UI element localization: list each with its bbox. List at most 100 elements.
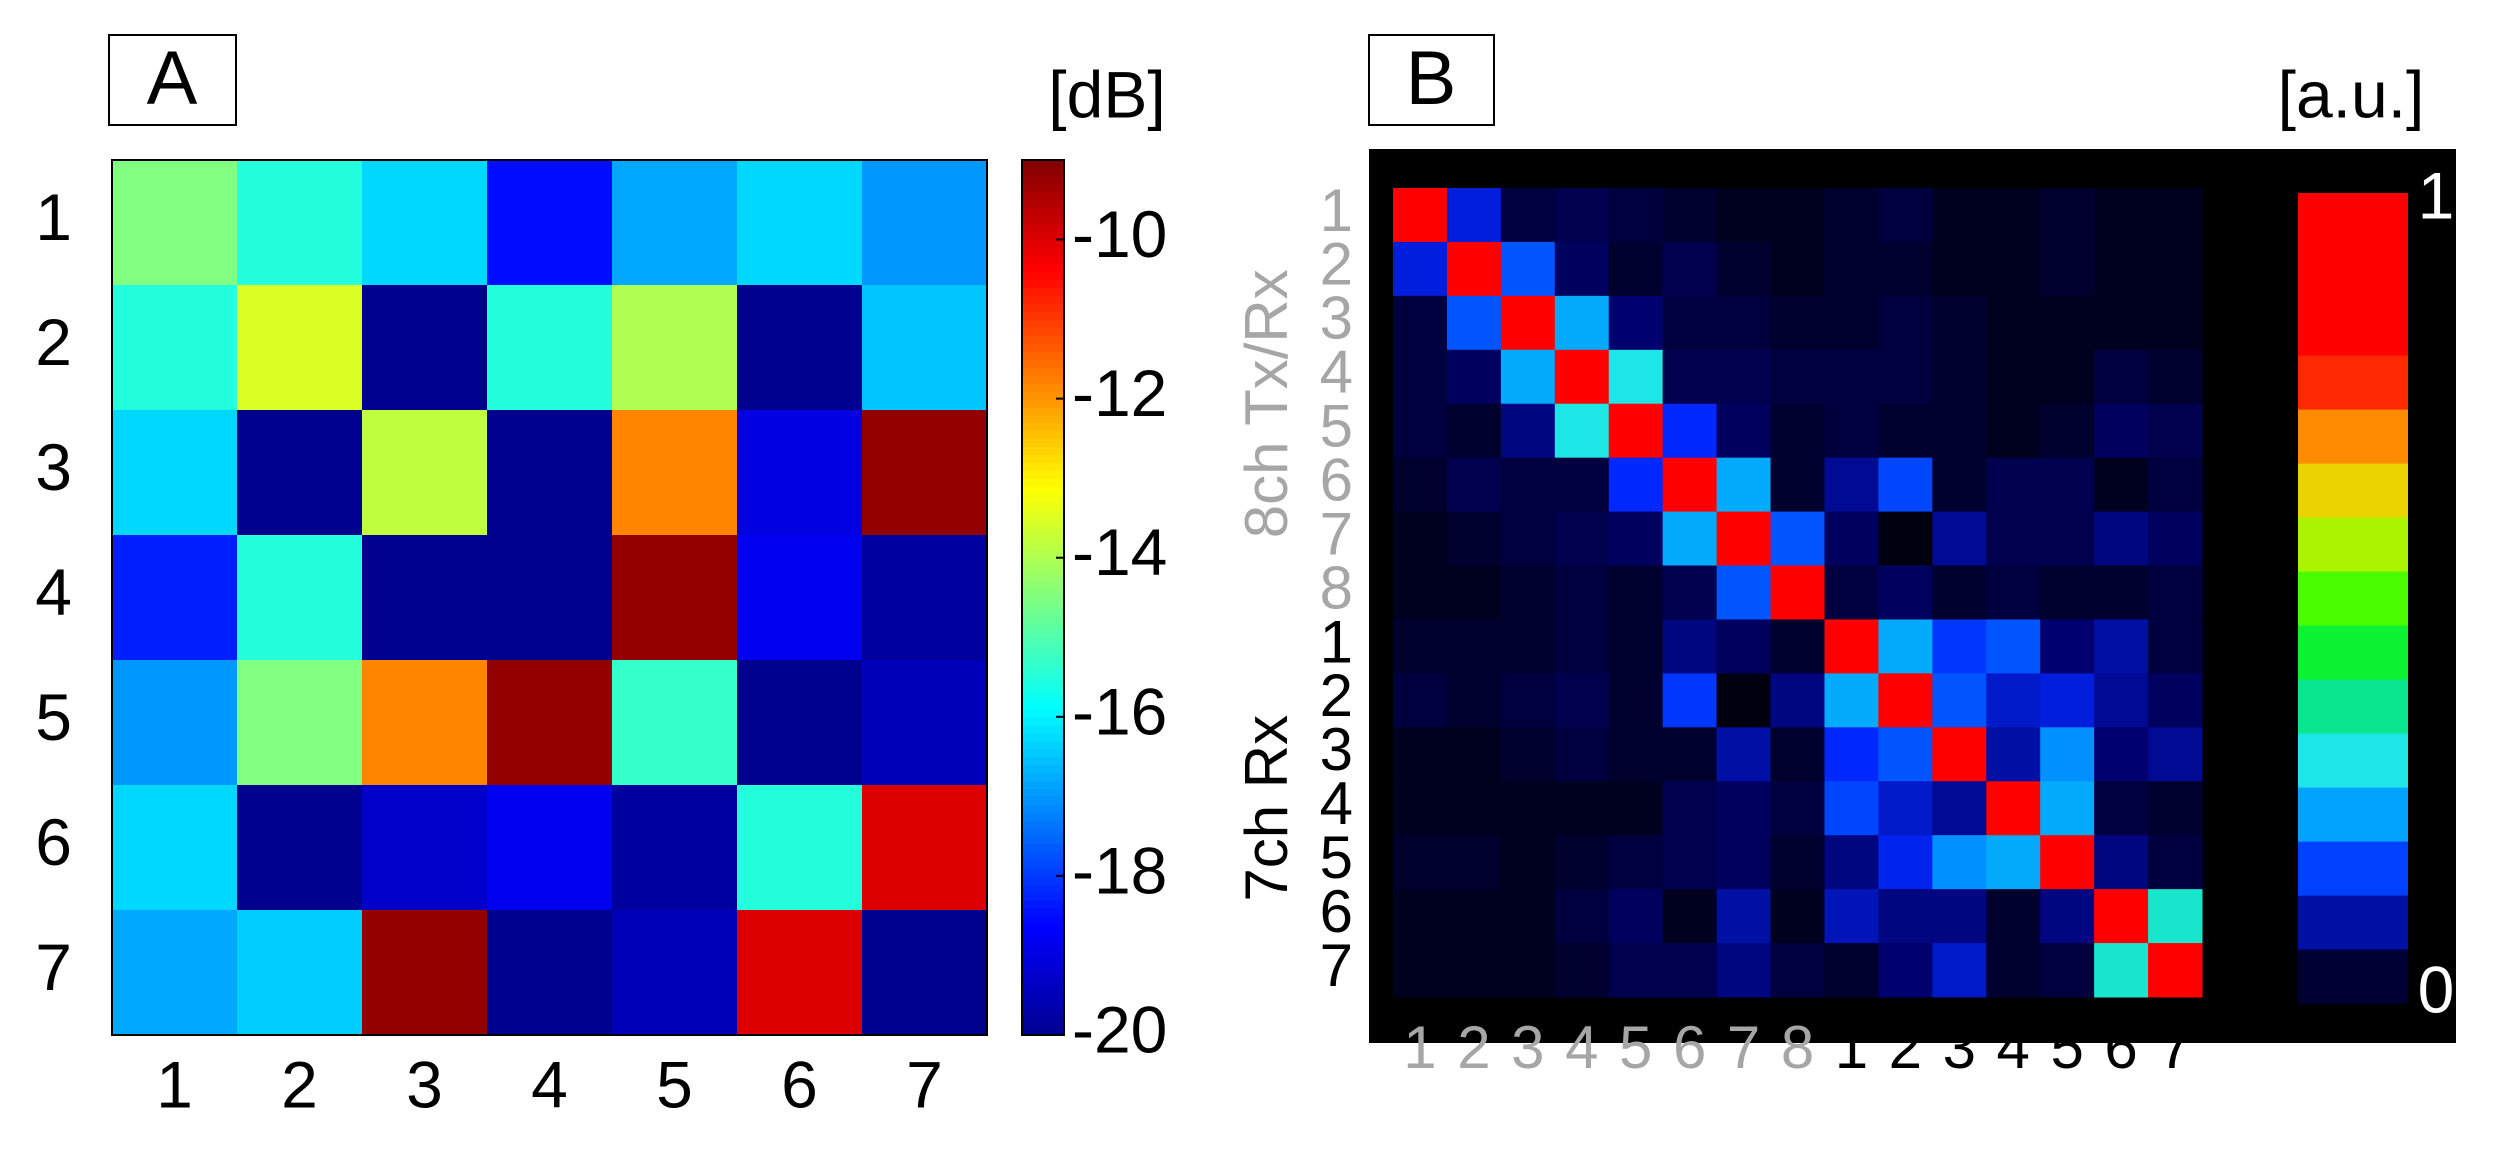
- cell: [1932, 241, 1987, 297]
- colorbar-step: [1022, 319, 1064, 328]
- cell: [1770, 619, 1825, 674]
- colorbar-step: [1022, 470, 1064, 479]
- cell: [612, 285, 738, 411]
- axis-label: 8ch Tx/Rx: [1233, 269, 1300, 538]
- cell: [1878, 727, 1933, 782]
- panel-label: B: [1406, 36, 1457, 121]
- cell: [2040, 188, 2095, 243]
- cell: [1932, 403, 1987, 459]
- x-tick-label: 3: [406, 1047, 443, 1121]
- x-tick-label: 2: [1457, 1014, 1490, 1081]
- cell: [1393, 673, 1448, 728]
- cell: [1662, 835, 1718, 890]
- cell: [2040, 889, 2095, 944]
- cell: [1393, 781, 1448, 836]
- cell: [737, 410, 863, 536]
- cell: [487, 785, 613, 911]
- cell: [862, 660, 988, 786]
- colorbar-step: [1022, 645, 1064, 654]
- cell: [1393, 188, 1448, 243]
- cell: [1932, 835, 1987, 890]
- colorbar-step: [2298, 787, 2408, 842]
- cell: [1824, 889, 1879, 944]
- cell: [1878, 673, 1933, 728]
- cell: [112, 535, 238, 661]
- colorbar-step: [1022, 311, 1064, 320]
- colorbar-tick-label: 1: [2418, 158, 2455, 232]
- cell: [1986, 349, 2041, 405]
- colorbar-step: [1022, 955, 1064, 965]
- cell: [1932, 889, 1987, 944]
- cell: [1878, 565, 1933, 620]
- cell: [1770, 565, 1825, 620]
- cell: [1554, 619, 1610, 674]
- colorbar-step: [1022, 589, 1064, 599]
- colorbar-step: [1022, 740, 1064, 750]
- x-tick-label: 1: [156, 1047, 193, 1121]
- y-tick-label: 6: [35, 805, 72, 879]
- colorbar-step: [1022, 342, 1064, 352]
- colorbar-step: [1022, 812, 1064, 821]
- colorbar-tick-label: 0: [2418, 952, 2455, 1026]
- cell: [362, 410, 488, 536]
- colorbar-step: [1022, 414, 1064, 424]
- colorbar-step: [1022, 716, 1064, 726]
- colorbar-step: [1022, 947, 1064, 957]
- x-tick-label: 1: [1403, 1014, 1436, 1081]
- cell: [1608, 943, 1664, 998]
- cell: [237, 285, 363, 411]
- x-tick-label: 5: [2050, 1014, 2083, 1081]
- cell: [1824, 457, 1879, 513]
- cell: [1393, 403, 1448, 459]
- cell: [1824, 727, 1879, 782]
- cell: [362, 535, 488, 661]
- cell: [1986, 835, 2041, 890]
- colorbar-step: [1022, 255, 1064, 265]
- colorbar-step: [1022, 533, 1064, 543]
- cell: [2040, 781, 2095, 836]
- cell: [737, 285, 863, 411]
- colorbar-step: [1022, 963, 1064, 972]
- colorbar-step: [1022, 915, 1064, 925]
- cell: [2148, 889, 2203, 944]
- cell: [2148, 943, 2203, 998]
- cell: [487, 410, 613, 536]
- cell: [1446, 943, 1502, 998]
- colorbar-label: [a.u.]: [2278, 57, 2425, 131]
- cell: [487, 910, 613, 1036]
- colorbar-step: [1022, 995, 1064, 1004]
- cell: [1446, 565, 1502, 620]
- cell: [1500, 188, 1556, 243]
- cell: [1554, 727, 1610, 782]
- cell: [1608, 619, 1664, 674]
- colorbar-step: [1022, 231, 1064, 241]
- cell: [1554, 565, 1610, 620]
- cell: [1986, 457, 2041, 513]
- cell: [1500, 511, 1556, 567]
- colorbar-step: [1022, 1019, 1064, 1028]
- cell: [1662, 457, 1718, 513]
- cell: [1393, 727, 1448, 782]
- cell: [1986, 188, 2041, 243]
- colorbar-step: [1022, 454, 1064, 463]
- cell: [1770, 835, 1825, 890]
- cell: [1716, 188, 1772, 243]
- colorbar-step: [1022, 883, 1064, 893]
- cell: [1770, 727, 1825, 782]
- colorbar-step: [1022, 820, 1064, 829]
- colorbar-step: [2298, 355, 2408, 410]
- colorbar-step: [1022, 724, 1064, 734]
- colorbar-step: [1022, 478, 1064, 487]
- colorbar-step: [1022, 565, 1064, 575]
- cell: [1824, 943, 1879, 998]
- colorbar-step: [2298, 517, 2408, 572]
- colorbar-step: [1022, 1011, 1064, 1020]
- cell: [487, 160, 613, 286]
- cell: [1770, 188, 1825, 243]
- colorbar-step: [1022, 502, 1064, 511]
- colorbar-step: [1022, 661, 1064, 670]
- cell: [1878, 295, 1933, 351]
- cell: [2094, 403, 2149, 459]
- cell: [2148, 565, 2203, 620]
- cell: [612, 535, 738, 661]
